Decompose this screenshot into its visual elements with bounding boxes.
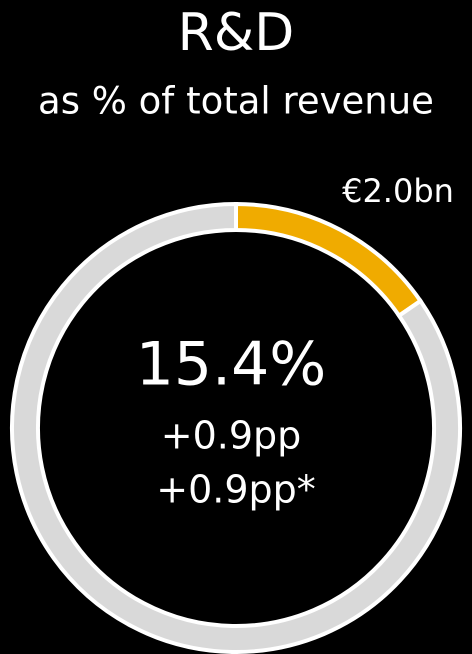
donut-segment <box>234 201 424 319</box>
change-label: +0.9pp <box>161 414 302 458</box>
chart-title: R&D <box>178 3 295 63</box>
segment-label: €2.0bn <box>342 172 454 210</box>
chart-subtitle: as % of total revenue <box>38 80 434 123</box>
center-value: 15.4% <box>136 330 327 400</box>
donut-segment <box>10 201 462 654</box>
donut-ring <box>10 201 462 654</box>
change-label-adjusted: +0.9pp* <box>156 468 316 512</box>
